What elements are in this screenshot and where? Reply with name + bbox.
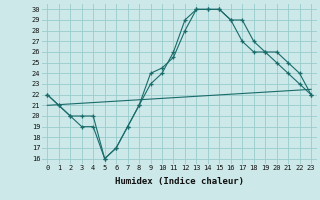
X-axis label: Humidex (Indice chaleur): Humidex (Indice chaleur) (115, 177, 244, 186)
